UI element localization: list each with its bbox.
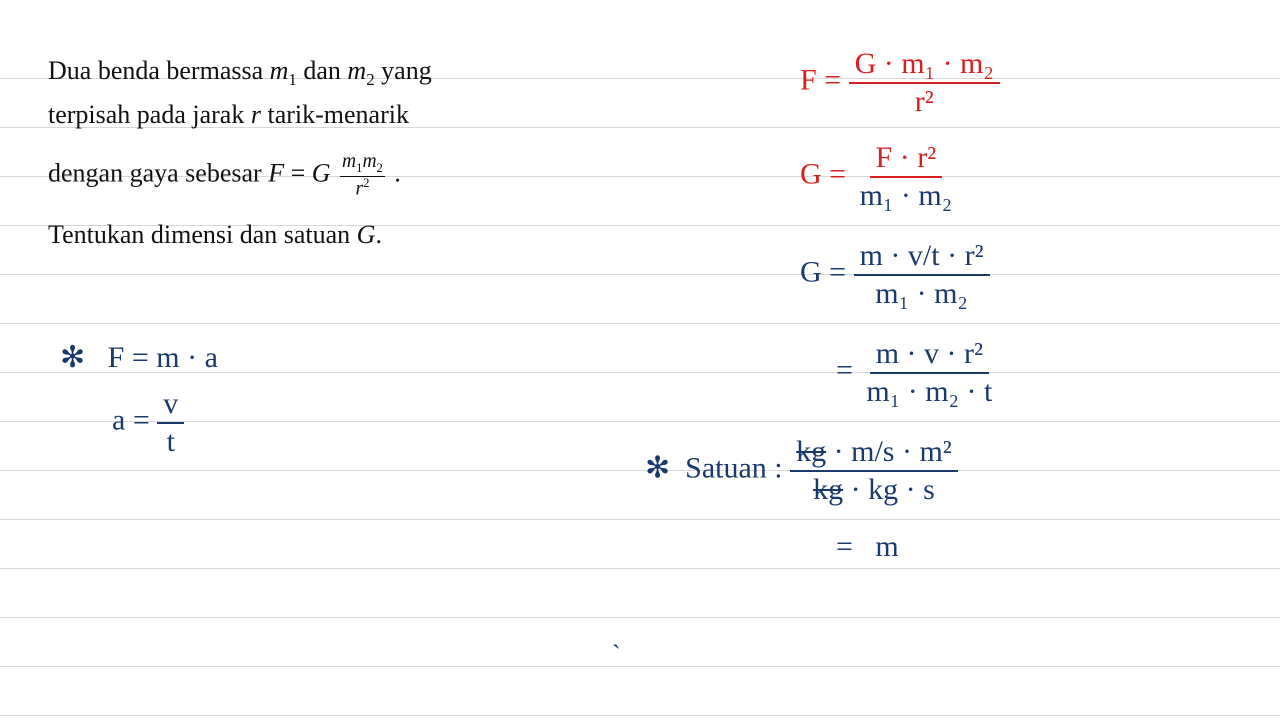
- denominator: r2: [353, 177, 371, 200]
- sub: 2: [377, 161, 383, 175]
- denominator: r²: [909, 84, 940, 118]
- note-f-ma: ✻ F = m · a: [60, 340, 218, 375]
- fraction: m1m2 r2: [340, 151, 385, 200]
- satuan-row: ✻ Satuan : kg · m/s · m² kg · kg · s: [645, 436, 958, 505]
- sub-1: 1: [288, 70, 296, 89]
- rest: · kg · s: [843, 473, 935, 506]
- eq: =: [291, 158, 312, 187]
- problem-line-4: Tentukan dimensi dan satuan G.: [48, 214, 568, 257]
- period: .: [394, 158, 401, 187]
- numerator: m1m2: [340, 151, 385, 177]
- deriv-line-3: G = m · v/t · r² m₁ · m₂: [800, 240, 990, 309]
- fraction: m · v · r² m₁ · m₂ · t: [860, 338, 998, 407]
- sup: 2: [363, 176, 369, 190]
- r: r: [355, 178, 363, 199]
- m: m: [362, 151, 376, 172]
- var-m2: m: [347, 56, 366, 85]
- problem-line-2: terpisah pada jarak r tarik-menarik: [48, 94, 568, 137]
- star-icon: ✻: [645, 451, 670, 484]
- problem-line-1: Dua benda bermassa m1 dan m2 yang: [48, 50, 568, 94]
- numerator: F · r²: [870, 142, 943, 178]
- denominator: m₁ · m₂ · t: [860, 374, 998, 408]
- fraction: F · r² m₁ · m₂: [854, 142, 959, 211]
- lhs: a =: [112, 403, 157, 436]
- var-m1: m: [270, 56, 289, 85]
- text: tarik-menarik: [267, 100, 409, 129]
- label: Satuan :: [685, 451, 790, 484]
- denominator: t: [161, 424, 181, 458]
- numerator: v: [157, 388, 184, 424]
- m: m: [342, 151, 356, 172]
- var-r: r: [251, 100, 261, 129]
- note-a-vt: a = v t: [112, 388, 184, 457]
- text: terpisah pada jarak: [48, 100, 251, 129]
- fraction: kg · m/s · m² kg · kg · s: [790, 436, 958, 505]
- lhs: =: [836, 353, 860, 386]
- denominator: m₁ · m₂: [854, 178, 959, 212]
- fraction: v t: [157, 388, 184, 457]
- result: m: [875, 530, 898, 563]
- lhs: F =: [800, 63, 849, 96]
- kg-strike: kg: [796, 435, 826, 468]
- stray-mark: ˎ: [612, 620, 621, 650]
- problem-text: Dua benda bermassa m1 dan m2 yang terpis…: [48, 50, 568, 257]
- var-G: G: [357, 220, 376, 249]
- numerator: G · m₁ · m₂: [849, 48, 1000, 84]
- lhs: =: [836, 530, 860, 563]
- text: dengan gaya sebesar: [48, 158, 268, 187]
- lhs: G =: [800, 157, 854, 190]
- text: yang: [381, 56, 432, 85]
- denominator: m₁ · m₂: [869, 276, 974, 310]
- period: .: [375, 220, 382, 249]
- var-G: G: [312, 158, 331, 187]
- denominator: kg · kg · s: [807, 472, 941, 506]
- text: Dua benda bermassa: [48, 56, 270, 85]
- deriv-line-1: F = G · m₁ · m₂ r²: [800, 48, 1000, 117]
- rest: · m/s · m²: [826, 435, 952, 468]
- text: dan: [303, 56, 347, 85]
- fraction: m · v/t · r² m₁ · m₂: [854, 240, 990, 309]
- numerator: m · v/t · r²: [854, 240, 990, 276]
- sub-2: 2: [366, 70, 374, 89]
- fraction: G · m₁ · m₂ r²: [849, 48, 1000, 117]
- numerator: m · v · r²: [870, 338, 989, 374]
- satuan-result: = m: [836, 530, 899, 564]
- problem-line-3: dengan gaya sebesar F = G m1m2 r2 .: [48, 151, 568, 200]
- kg-strike: kg: [813, 473, 843, 506]
- star-icon: ✻: [60, 341, 85, 374]
- numerator: kg · m/s · m²: [790, 436, 958, 472]
- deriv-line-2: G = F · r² m₁ · m₂: [800, 142, 958, 211]
- lhs: G =: [800, 255, 854, 288]
- var-F: F: [268, 158, 284, 187]
- deriv-line-4: = m · v · r² m₁ · m₂ · t: [836, 338, 998, 407]
- equation: F = m · a: [108, 341, 218, 374]
- text: Tentukan dimensi dan satuan: [48, 220, 357, 249]
